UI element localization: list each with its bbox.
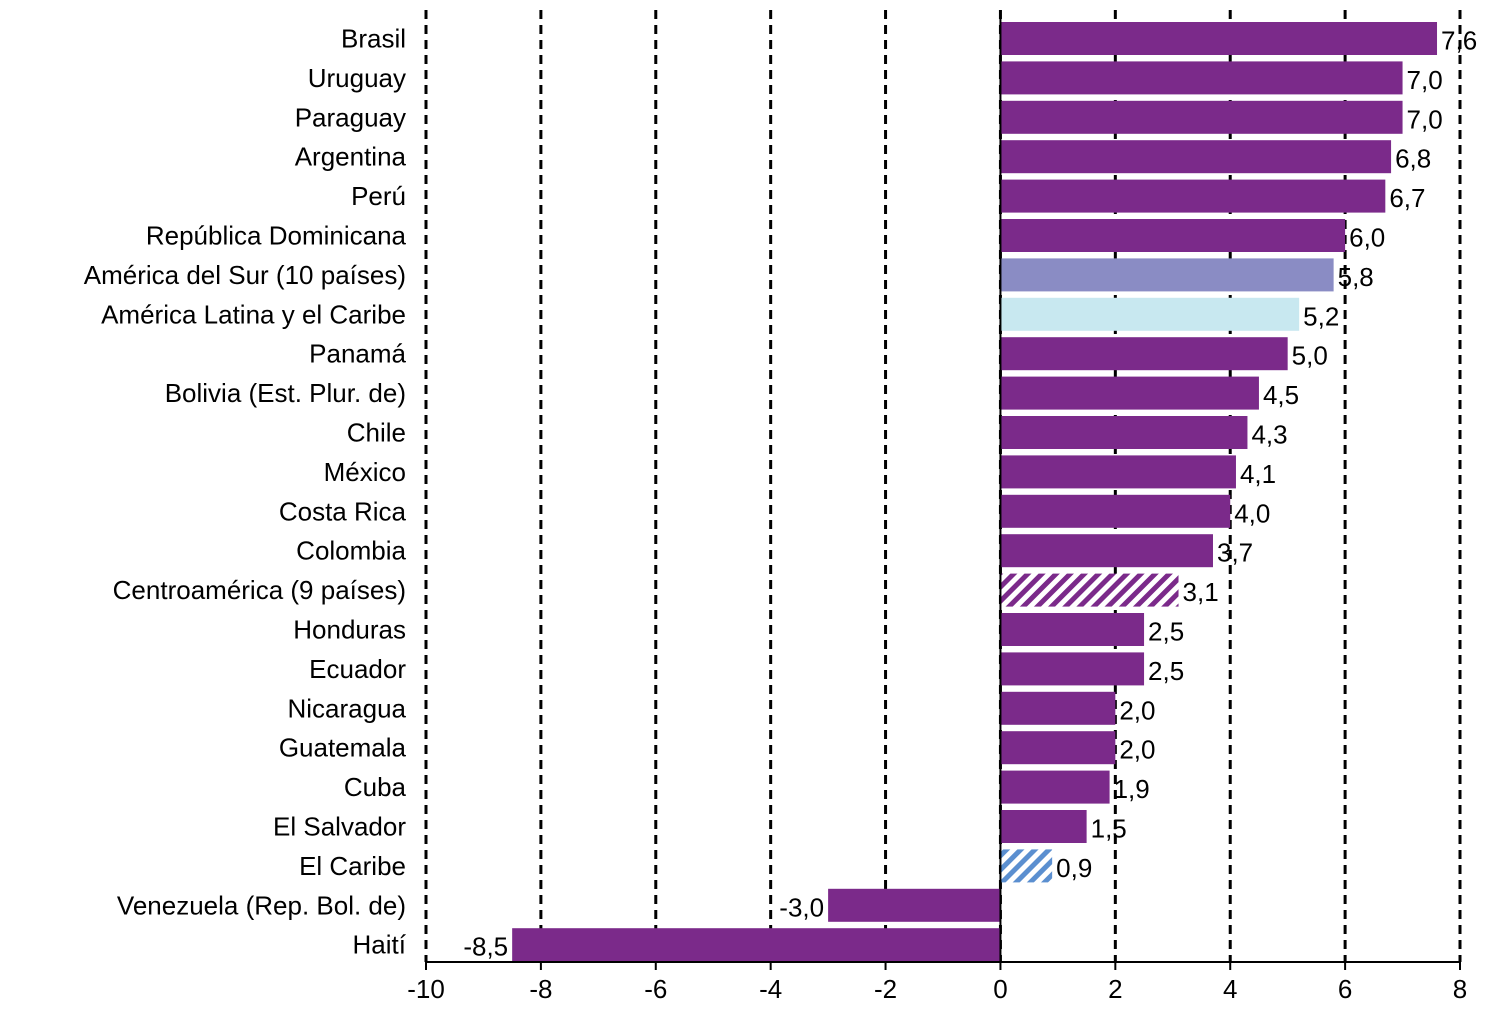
- x-tick-label: -6: [644, 974, 667, 1004]
- value-label: -8,5: [463, 932, 508, 962]
- category-label: Chile: [347, 418, 406, 448]
- bars-layer: [512, 22, 1438, 962]
- bar: [1000, 613, 1145, 646]
- axis-layer: -10 -8 -6 -4 -2 0 2 4 6 8: [407, 14, 1467, 1004]
- value-label: 5,0: [1292, 341, 1328, 371]
- category-label: Brasil: [341, 24, 406, 54]
- category-label: Ecuador: [309, 654, 406, 684]
- bar: [1000, 61, 1403, 95]
- value-label: 4,1: [1240, 459, 1276, 489]
- value-label: 5,8: [1338, 262, 1374, 292]
- bar: [1000, 652, 1145, 686]
- category-label: Bolivia (Est. Plur. de): [165, 378, 406, 408]
- x-tick-label: 0: [993, 974, 1007, 1004]
- category-label: Haití: [353, 930, 407, 960]
- x-tick-label: 8: [1453, 974, 1467, 1004]
- value-label: 6,0: [1349, 223, 1385, 253]
- category-label: América Latina y el Caribe: [101, 299, 406, 329]
- category-label: Uruguay: [308, 63, 406, 93]
- x-tick-label: -2: [874, 974, 897, 1004]
- bar: [1000, 573, 1179, 607]
- x-tick-label: 6: [1338, 974, 1352, 1004]
- bar: [1000, 770, 1110, 804]
- value-label: 4,0: [1234, 498, 1270, 528]
- value-label: 4,3: [1251, 420, 1287, 450]
- x-tick-label: -4: [759, 974, 782, 1004]
- category-label: Guatemala: [279, 733, 407, 763]
- bar: [1000, 179, 1386, 213]
- value-label: 3,7: [1217, 538, 1253, 568]
- bar: [1000, 534, 1213, 568]
- category-label: El Salvador: [273, 812, 406, 842]
- value-label: 7,0: [1407, 104, 1443, 134]
- value-label: 2,0: [1119, 695, 1155, 725]
- value-label: 7,0: [1407, 65, 1443, 95]
- category-label: Venezuela (Rep. Bol. de): [117, 890, 406, 920]
- category-label: Honduras: [293, 615, 406, 645]
- value-label: 7,6: [1441, 26, 1477, 56]
- bar: [1000, 416, 1248, 449]
- bar: [1000, 22, 1438, 55]
- x-tick-label: 4: [1223, 974, 1237, 1004]
- value-label: 1,9: [1114, 774, 1150, 804]
- value-label: 5,2: [1303, 301, 1339, 331]
- value-label: 0,9: [1056, 853, 1092, 883]
- bar: [828, 888, 1001, 922]
- bar: [1000, 219, 1346, 252]
- x-tick-label: -8: [529, 974, 552, 1004]
- value-label: 4,5: [1263, 380, 1299, 410]
- category-label: Nicaragua: [287, 693, 406, 723]
- labels-layer: Brasil 7,6 Uruguay 7,0 Paraguay 7,0 Argentina 6…: [84, 24, 1477, 962]
- category-label: Centroamérica (9 países): [113, 575, 406, 605]
- x-tick-label: 2: [1108, 974, 1122, 1004]
- bar: [1000, 258, 1334, 292]
- bar: [1000, 810, 1087, 843]
- category-label: México: [324, 457, 406, 487]
- category-label: Paraguay: [295, 102, 406, 132]
- value-label: 3,1: [1183, 577, 1219, 607]
- bar: [1000, 494, 1231, 528]
- bar: [1000, 337, 1288, 371]
- value-label: -3,0: [779, 892, 824, 922]
- category-label: El Caribe: [299, 851, 406, 881]
- bar: [1000, 691, 1116, 725]
- bar: [512, 928, 1001, 962]
- category-label: Cuba: [344, 772, 407, 802]
- bar: [1000, 376, 1259, 410]
- bar: [1000, 100, 1403, 134]
- category-label: Perú: [351, 181, 406, 211]
- category-label: América del Sur (10 países): [84, 260, 406, 290]
- value-label: 2,0: [1119, 735, 1155, 765]
- value-label: 6,8: [1395, 144, 1431, 174]
- value-label: 2,5: [1148, 617, 1184, 647]
- bar: [1000, 140, 1392, 174]
- category-label: Costa Rica: [279, 496, 407, 526]
- bar: [1000, 297, 1300, 331]
- value-label: 1,5: [1091, 814, 1127, 844]
- value-label: 6,7: [1389, 183, 1425, 213]
- bar: [1000, 731, 1116, 765]
- category-label: Colombia: [296, 536, 406, 566]
- x-tick-label: -10: [407, 974, 445, 1004]
- bar: [1000, 849, 1053, 883]
- category-label: Panamá: [309, 339, 406, 369]
- category-label: Argentina: [295, 142, 407, 172]
- category-label: República Dominicana: [146, 221, 407, 251]
- bar: [1000, 455, 1236, 489]
- value-label: 2,5: [1148, 656, 1184, 686]
